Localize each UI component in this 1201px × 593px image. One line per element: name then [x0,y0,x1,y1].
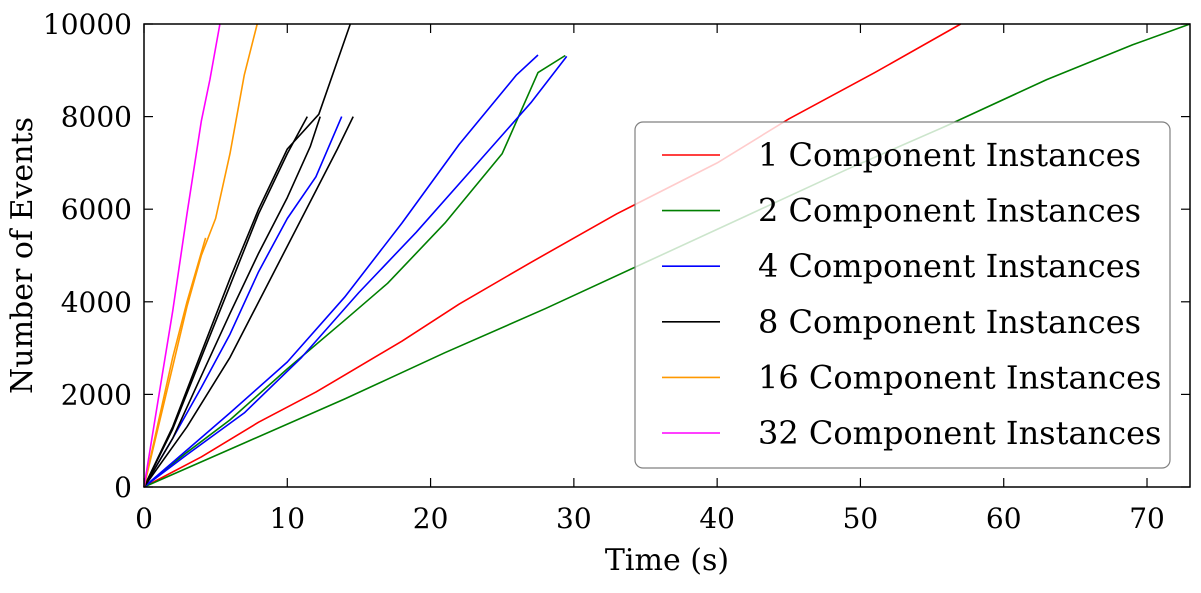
legend-label-1: 1 Component Instances [758,136,1141,174]
series-line-3-run-3 [143,116,343,488]
series-line-4-run-1 [143,23,352,488]
series-line-6-run-1 [143,23,221,488]
y-tick-label: 6000 [61,193,132,226]
x-tick-label: 20 [413,502,449,535]
series-line-3-run-2 [143,55,568,488]
series-line-2-run-2 [143,54,566,488]
legend-label-3: 4 Component Instances [758,247,1141,285]
series-layer [143,23,1191,488]
legend-label-6: 32 Component Instances [758,414,1161,452]
x-tick-label: 60 [986,502,1022,535]
x-tick-label: 0 [135,502,153,535]
y-tick-label: 2000 [61,378,132,411]
y-tick-label: 10000 [43,8,132,41]
ticks-layer: 0 10 20 30 40 50 60 70 0 2000 4000 6000 8000 10000 [43,8,1190,535]
legend-label-5: 16 Component Instances [758,358,1161,396]
series-line-4-run-4 [143,116,354,488]
legend-label-4: 8 Component Instances [758,303,1141,341]
y-tick-label: 8000 [61,101,132,134]
y-tick-label: 4000 [61,286,132,319]
x-tick-label: 30 [556,502,592,535]
series-line-3-run-1 [143,54,539,488]
legend-label-2: 2 Component Instances [758,192,1141,230]
x-tick-label: 40 [699,502,735,535]
series-line-4-run-2 [143,116,309,488]
series-line-5-run-2 [143,237,207,488]
legend: 1 Component Instances 2 Component Instanc… [634,121,1171,469]
x-axis-title: Time (s) [605,543,729,578]
x-tick-label: 10 [269,502,305,535]
x-tick-label: 50 [843,502,879,535]
legend-box [634,121,1171,469]
y-tick-label: 0 [114,471,132,504]
y-axis-title: Number of Events [5,117,40,394]
series-line-1-run-1 [143,23,962,488]
x-tick-label: 70 [1129,502,1165,535]
plot-frame [143,23,1191,488]
series-line-4-run-3 [143,116,321,488]
